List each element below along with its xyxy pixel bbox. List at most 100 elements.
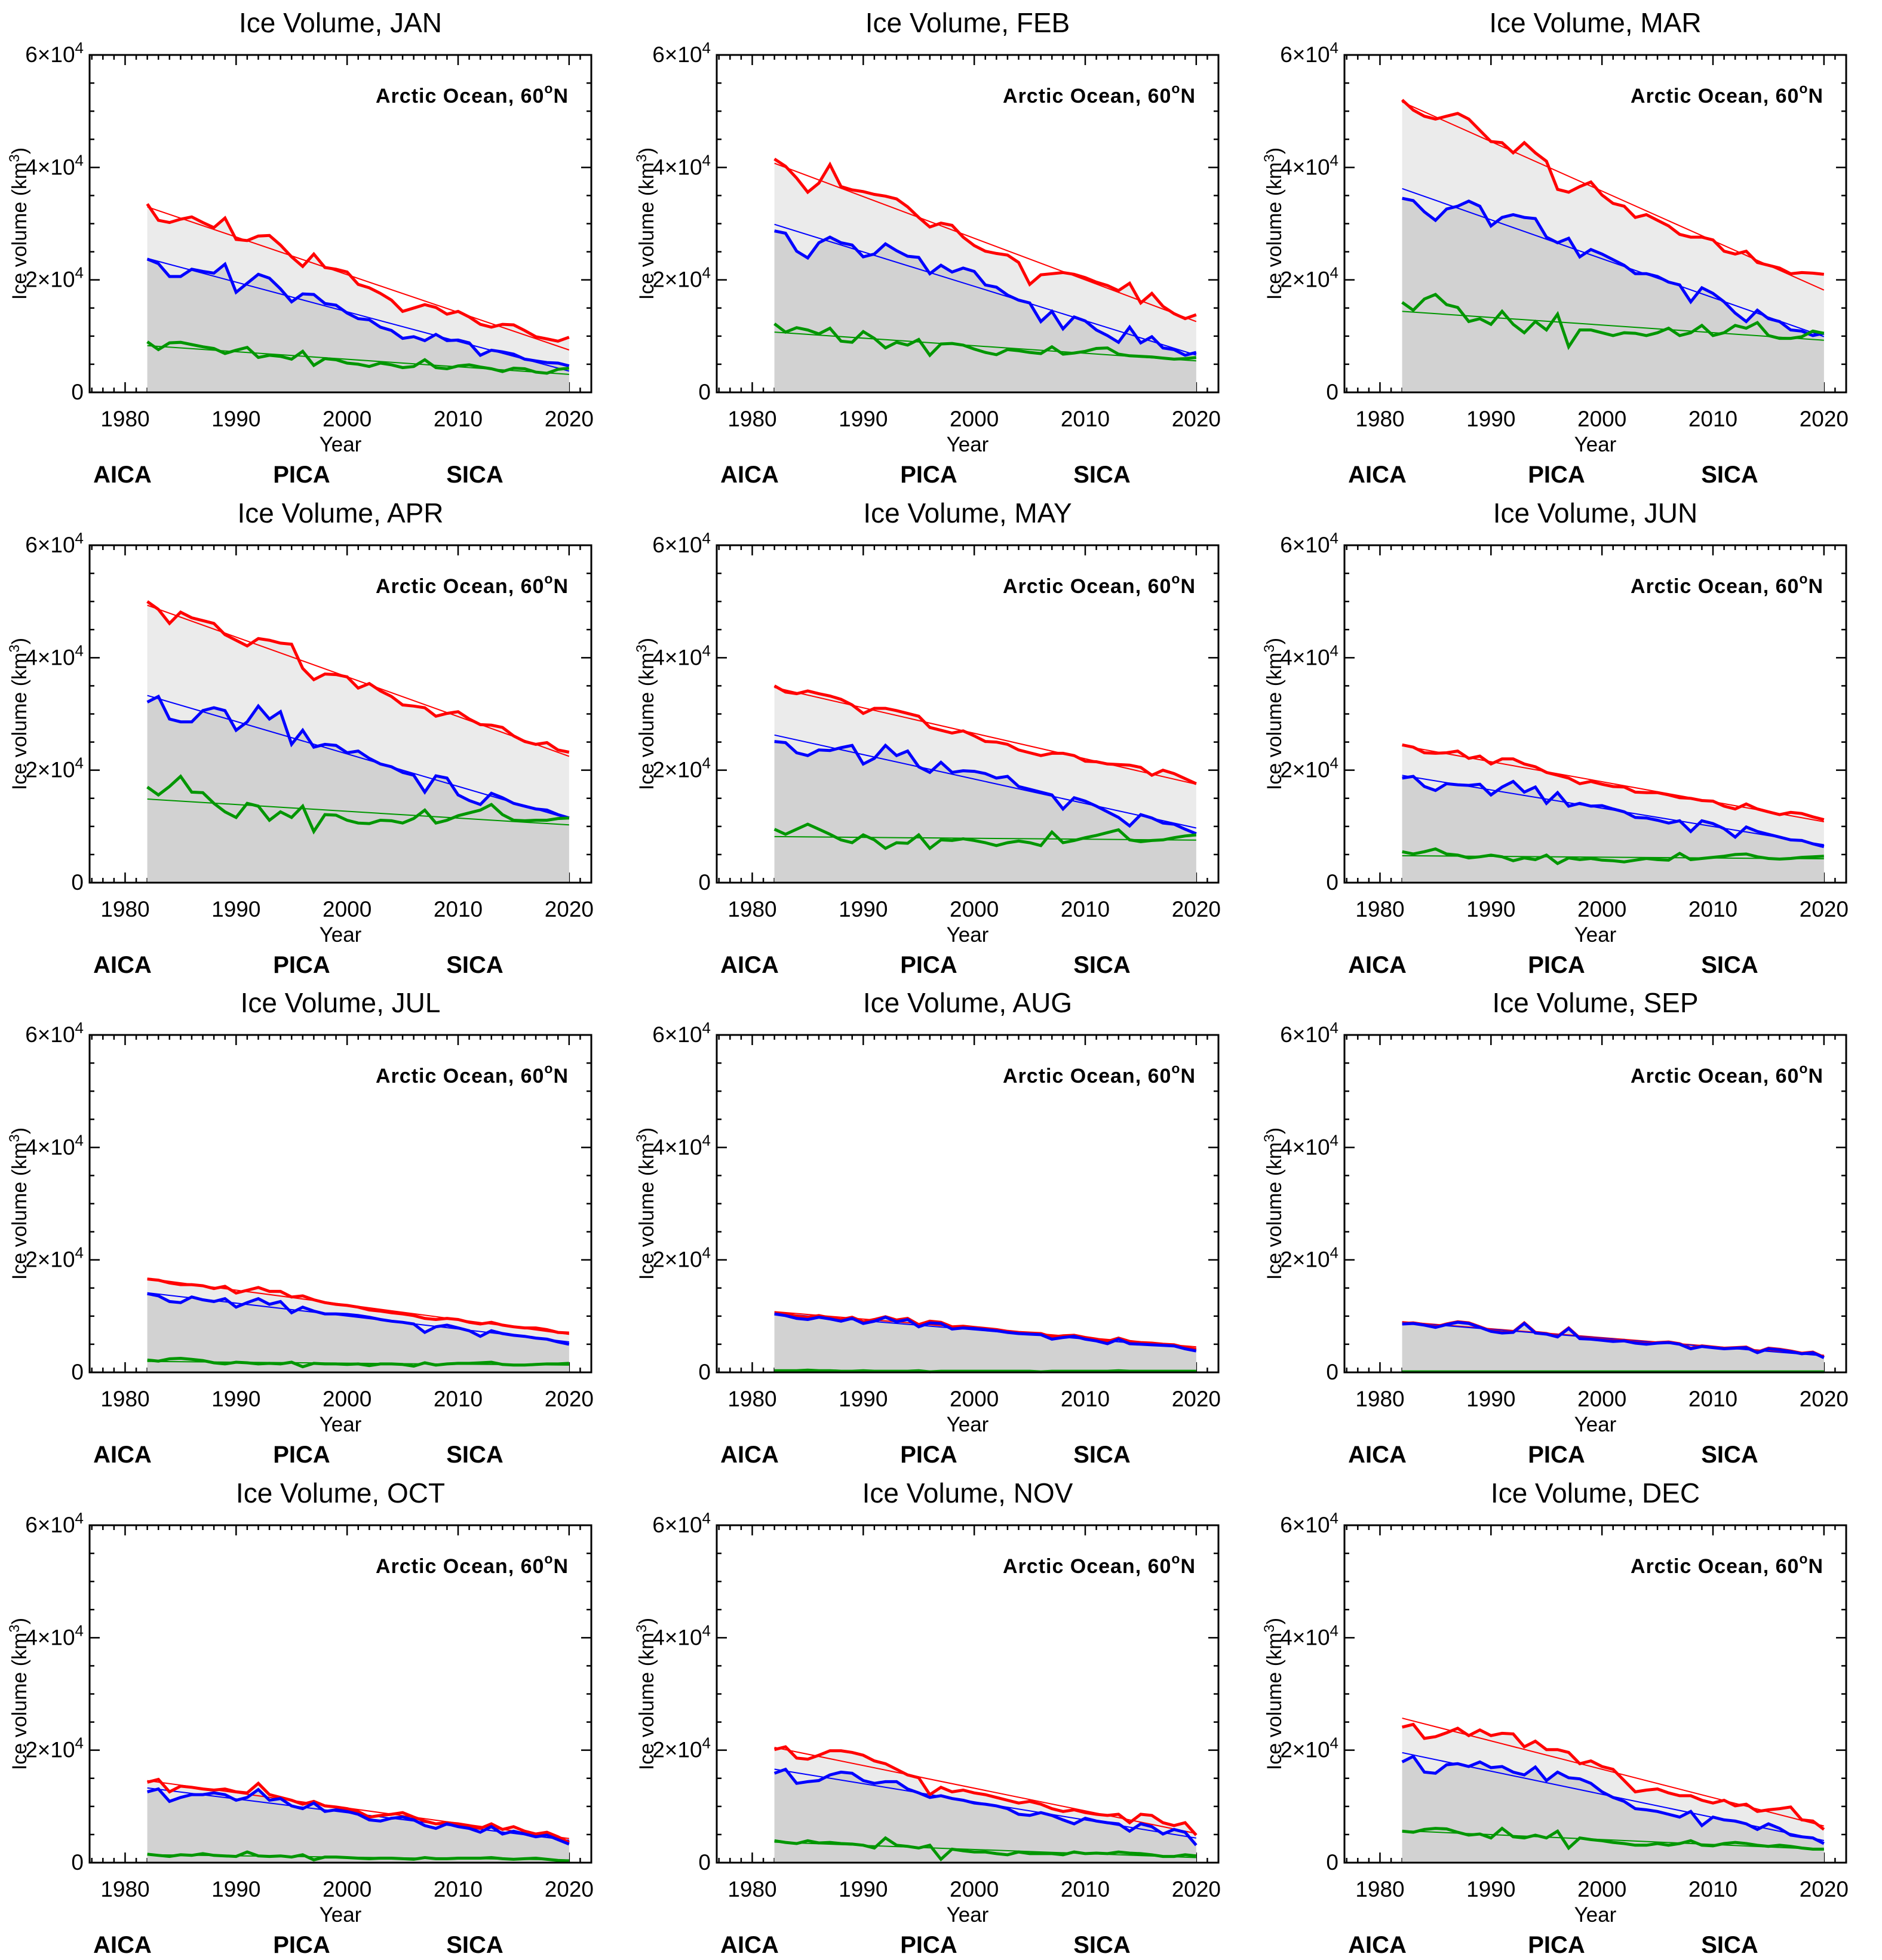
x-tick-label: 1980	[100, 896, 149, 921]
y-tick-label: 4×104	[653, 1131, 711, 1159]
chart-title: Ice Volume, MAR	[1489, 7, 1701, 38]
y-axis-label: Ice volume (km3)	[634, 148, 658, 300]
x-tick-label: 1990	[839, 896, 888, 921]
y-tick-label: 6×104	[653, 1509, 711, 1537]
legend-sica: SICA	[1701, 462, 1758, 488]
plot-frame	[1343, 54, 1847, 394]
y-tick-label: 4×104	[1280, 1131, 1338, 1159]
y-tick-label: 6×104	[653, 1019, 711, 1047]
annotation-label: Arctic Ocean, 60oN	[1631, 1061, 1823, 1087]
legend-pica: PICA	[273, 1931, 330, 1958]
aica-line	[1401, 99, 1824, 276]
legend-pica: PICA	[1528, 951, 1585, 978]
x-tick-label: 2010	[1061, 1387, 1110, 1411]
chart-title: Ice Volume, DEC	[1491, 1477, 1700, 1509]
y-tick-label: 2×104	[653, 1244, 711, 1272]
annotation-label: Arctic Ocean, 60oN	[1631, 81, 1823, 107]
sica-line	[146, 773, 569, 835]
chart-svg-APR: Ice Volume, APR Arctic Ocean, 60oN 0 2×104 4…	[7, 497, 594, 978]
y-axis-label: Ice volume (km3)	[7, 148, 31, 300]
pica-fill	[1402, 198, 1824, 392]
legend-aica: AICA	[93, 951, 152, 978]
x-tick-label: 2000	[1577, 1387, 1626, 1411]
y-axis-label: Ice volume (km3)	[634, 1128, 658, 1280]
pica-fill	[147, 259, 569, 392]
y-axis-label: Ice volume (km3)	[7, 1128, 31, 1280]
x-tick-label: 1990	[211, 896, 260, 921]
x-tick-label: 2010	[434, 1876, 483, 1901]
x-tick-label: 2020	[1172, 1387, 1221, 1411]
x-tick-label: 2010	[434, 1387, 483, 1411]
legend-pica: PICA	[901, 1931, 958, 1958]
pica-fill	[774, 1314, 1197, 1372]
pica-line	[774, 1312, 1197, 1353]
y-tick-label: 0	[699, 870, 711, 894]
y-tick-label: 0	[699, 1850, 711, 1874]
plot-frame	[716, 1034, 1220, 1374]
plot-frame	[1343, 1034, 1847, 1374]
chart-panel-SEP: Ice Volume, SEP Arctic Ocean, 60oN 0 2×104 4…	[1255, 980, 1882, 1470]
x-tick-label: 1990	[1466, 1876, 1515, 1901]
x-tick-label: 1990	[1466, 1387, 1515, 1411]
x-tick-label: 1980	[728, 407, 777, 431]
x-axis-label: Year	[947, 433, 989, 456]
legend-sica: SICA	[446, 951, 503, 978]
aica-line	[147, 1277, 569, 1335]
pica-line	[774, 739, 1198, 835]
y-tick-label: 6×104	[1280, 39, 1338, 67]
x-axis-label: Year	[1574, 923, 1616, 946]
x-tick-label: 2020	[1799, 1876, 1848, 1901]
sica-line	[1401, 847, 1824, 865]
chart-svg-SEP: Ice Volume, SEP Arctic Ocean, 60oN 0 2×104 4…	[1261, 987, 1849, 1468]
x-tick-label: 1980	[728, 1876, 777, 1901]
legend-sica: SICA	[446, 1442, 503, 1468]
x-tick-label: 2010	[1688, 1876, 1737, 1901]
x-tick-label: 2000	[323, 1876, 372, 1901]
legend-sica: SICA	[446, 462, 503, 488]
chart-title: Ice Volume, JUN	[1493, 497, 1697, 529]
pica-trend-line	[774, 734, 1197, 828]
x-tick-label: 2020	[545, 1876, 594, 1901]
sica-line	[1402, 1826, 1824, 1851]
y-axis-label: Ice volume (km3)	[1261, 1128, 1286, 1280]
y-tick-label: 2×104	[1280, 754, 1338, 782]
plot-frame	[1343, 544, 1847, 883]
chart-panel-FEB: Ice Volume, FEB Arctic Ocean, 60oN 0 2×104 4…	[627, 0, 1254, 490]
legend-aica: AICA	[720, 1442, 779, 1468]
legend-aica: AICA	[1348, 951, 1407, 978]
legend-aica: AICA	[93, 462, 152, 488]
annotation-label: Arctic Ocean, 60oN	[376, 1061, 569, 1087]
pica-line	[147, 1292, 570, 1346]
y-tick-label: 0	[1326, 1850, 1338, 1874]
chart-panel-JUL: Ice Volume, JUL Arctic Ocean, 60oN 0 2×104 4…	[0, 980, 627, 1470]
y-tick-label: 6×104	[1280, 1509, 1338, 1537]
plot-frame	[1343, 1524, 1847, 1863]
x-axis-label: Year	[320, 1903, 362, 1926]
x-tick-label: 2000	[950, 1876, 999, 1901]
y-tick-label: 4×104	[653, 151, 711, 179]
y-tick-label: 0	[71, 1360, 84, 1384]
y-tick-label: 6×104	[25, 1019, 84, 1047]
aica-line	[1401, 743, 1825, 821]
x-tick-label: 1990	[211, 407, 260, 431]
x-axis-label: Year	[947, 1413, 989, 1436]
chart-title: Ice Volume, AUG	[863, 987, 1072, 1018]
x-tick-label: 2000	[323, 896, 372, 921]
chart-title: Ice Volume, NOV	[862, 1477, 1073, 1509]
pica-line	[1401, 196, 1824, 337]
y-tick-label: 6×104	[653, 39, 711, 67]
x-axis-label: Year	[947, 923, 989, 946]
chart-panel-DEC: Ice Volume, DEC Arctic Ocean, 60oN 0 2×104 4…	[1255, 1470, 1882, 1960]
legend-pica: PICA	[273, 462, 330, 488]
aica-line	[146, 600, 570, 754]
x-tick-label: 1990	[839, 1387, 888, 1411]
sica-line	[147, 1356, 569, 1369]
y-tick-label: 0	[71, 870, 84, 894]
y-axis-label: Ice volume (km3)	[7, 1617, 31, 1769]
sica-trend-line	[1402, 311, 1824, 341]
y-tick-label: 4×104	[1280, 641, 1338, 669]
sica-line	[147, 1850, 569, 1863]
y-tick-label: 0	[699, 1360, 711, 1384]
legend-sica: SICA	[1074, 462, 1131, 488]
